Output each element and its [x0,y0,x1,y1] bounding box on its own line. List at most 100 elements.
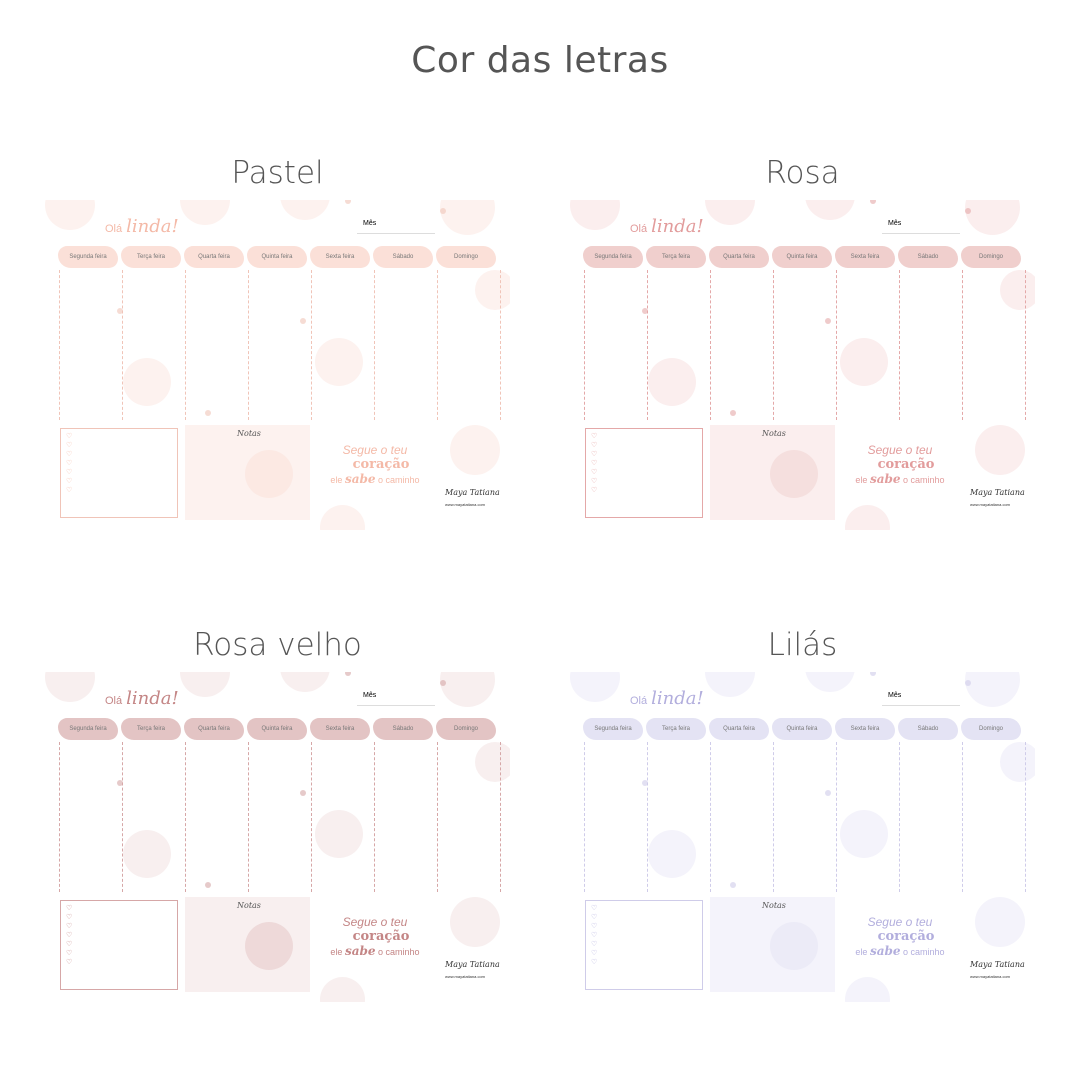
decor-circle [705,200,755,225]
decor-dot [440,680,446,686]
month-field[interactable]: Mês [357,688,435,706]
greeting-small: Olá [630,223,648,235]
notes-label: Notas [762,429,786,438]
greeting: Olá linda! [105,688,179,709]
quote: Segue o teu coração ele sabe o caminho [315,915,435,958]
column-divider [962,742,963,892]
decor-circle [123,830,171,878]
decor-dot [825,790,831,796]
signature-site: www.mayatatiana.com [970,974,1011,979]
decor-circle [805,672,855,692]
decor-circle [770,922,818,970]
day-tab: Quinta feira [772,246,832,268]
day-tab: Sexta feira [835,718,895,740]
day-tab: Sábado [373,246,433,268]
decor-circle [45,672,95,702]
decor-circle [440,672,495,707]
column-divider [248,742,249,892]
quote-line-1: Segue o teu [867,443,933,457]
heart-checkbox-icon: ♡ ♡ ♡ ♡ ♡ ♡ ♡ [591,433,598,494]
decor-circle [570,672,620,702]
quote-word: ele [855,947,868,957]
day-tab: Quinta feira [247,718,307,740]
decor-circle [965,200,1020,235]
decor-circle [845,977,890,1002]
planner-preview-lilas[interactable]: Olá linda! Mês Segunda feira Terça feira Quar… [570,672,1035,1002]
quote-line-2: coração [877,929,935,944]
decor-circle [1000,270,1035,310]
column-divider [311,742,312,892]
notes-box[interactable]: Notas [710,897,835,992]
quote: Segue o teu coração ele sabe o caminho [315,443,435,486]
checklist-box[interactable]: ♡ ♡ ♡ ♡ ♡ ♡ ♡ [60,428,178,518]
column-divider [962,270,963,420]
decor-circle [45,200,95,230]
checklist-box[interactable]: ♡ ♡ ♡ ♡ ♡ ♡ ♡ [60,900,178,990]
day-tab: Segunda feira [58,246,118,268]
signature-site: www.mayatatiana.com [445,502,486,507]
planner-preview-pastel[interactable]: Olá linda! Mês Segunda feira Terça feira Quar… [45,200,510,530]
column-divider [185,742,186,892]
day-tab: Terça feira [646,718,706,740]
column-divider [59,270,60,420]
quote-word: o caminho [378,475,420,485]
day-tab: Quarta feira [184,246,244,268]
notes-box[interactable]: Notas [185,425,310,520]
decor-circle [845,505,890,530]
quote-word: sabe [869,472,901,486]
quote-word: sabe [344,944,376,958]
decor-circle [180,672,230,697]
quote-line-2: coração [877,457,935,472]
decor-dot [965,680,971,686]
greeting-small: Olá [105,695,123,707]
quote-line-2: coração [352,457,410,472]
notes-box[interactable]: Notas [710,425,835,520]
month-field[interactable]: Mês [357,216,435,234]
decor-circle [450,897,500,947]
decor-circle [315,810,363,858]
decor-circle [975,897,1025,947]
quote-word: o caminho [903,475,945,485]
decor-dot [205,882,211,888]
column-divider [59,742,60,892]
column-divider [647,742,648,892]
planner-preview-rosa-velho[interactable]: Olá linda! Mês Segunda feira Terça feira Quar… [45,672,510,1002]
decor-dot [300,790,306,796]
column-divider [647,270,648,420]
column-divider [374,270,375,420]
decor-circle [180,200,230,225]
day-tab: Sábado [898,246,958,268]
decor-circle [320,505,365,530]
column-divider [584,742,585,892]
decor-circle [440,200,495,235]
greeting: Olá linda! [630,216,704,237]
decor-circle [770,450,818,498]
decor-circle [315,338,363,386]
variant-title: Rosa [765,155,840,191]
decor-dot [345,672,351,676]
day-tab: Domingo [436,718,496,740]
quote: Segue o teu coração ele sabe o caminho [840,915,960,958]
month-field[interactable]: Mês [882,688,960,706]
decor-dot [870,672,876,676]
planner-preview-rosa[interactable]: Olá linda! Mês Segunda feira Terça feira Quar… [570,200,1035,530]
column-divider [248,270,249,420]
quote-line-1: Segue o teu [342,915,408,929]
month-field[interactable]: Mês [882,216,960,234]
column-divider [122,270,123,420]
quote-word: ele [330,947,343,957]
decor-circle [475,270,510,310]
quote-word: ele [855,475,868,485]
decor-dot [642,308,648,314]
decor-circle [840,810,888,858]
notes-box[interactable]: Notas [185,897,310,992]
checklist-box[interactable]: ♡ ♡ ♡ ♡ ♡ ♡ ♡ [585,428,703,518]
notes-label: Notas [237,429,261,438]
greeting-big: linda! [126,688,179,709]
day-tab: Segunda feira [583,718,643,740]
checklist-box[interactable]: ♡ ♡ ♡ ♡ ♡ ♡ ♡ [585,900,703,990]
column-divider [437,742,438,892]
day-tab: Quarta feira [709,718,769,740]
greeting-small: Olá [630,695,648,707]
decor-circle [840,338,888,386]
